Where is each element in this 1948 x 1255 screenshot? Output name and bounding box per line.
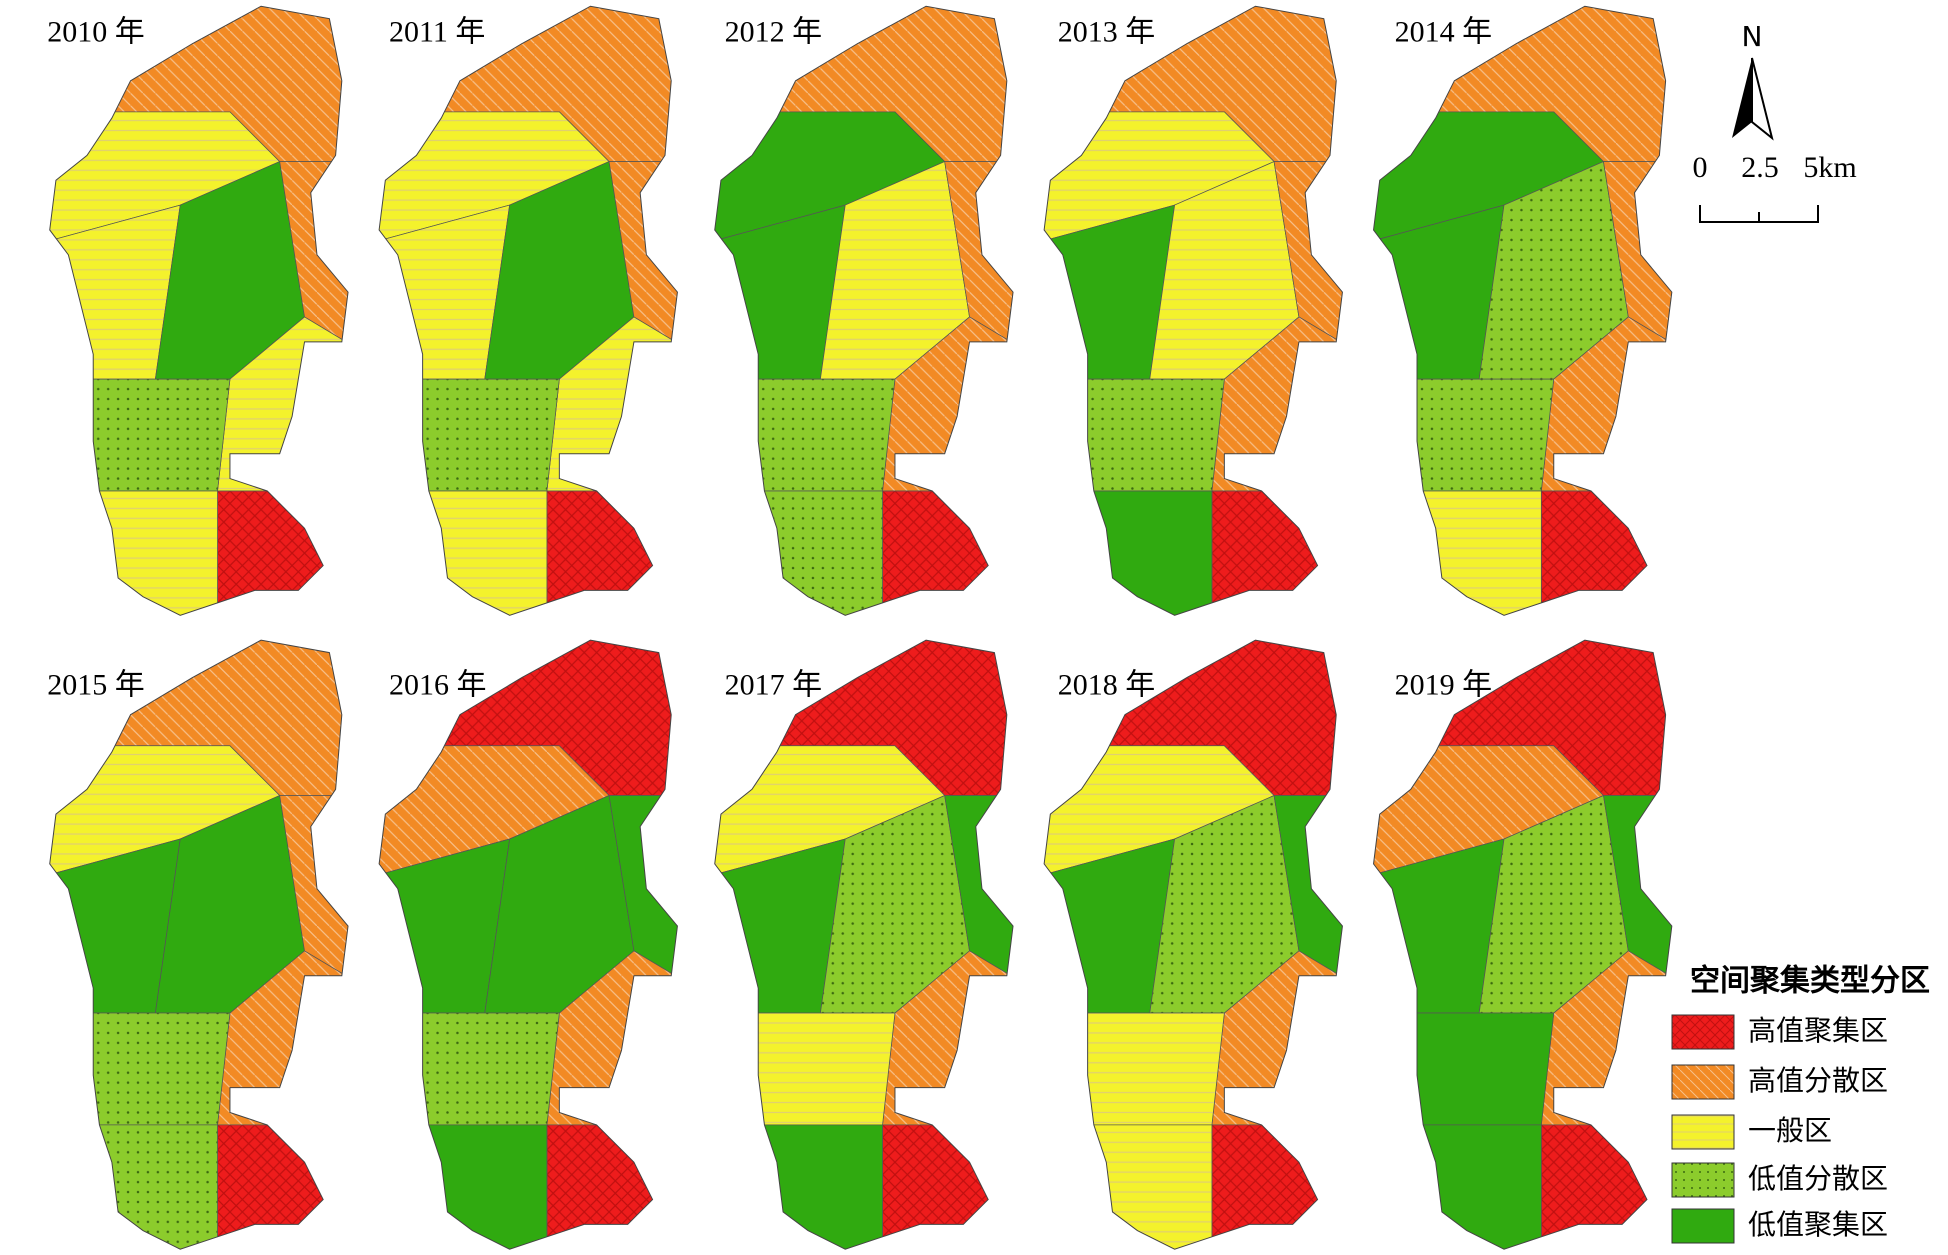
district bbox=[217, 490, 349, 616]
map-outline bbox=[1043, 5, 1343, 616]
map-panel bbox=[49, 5, 349, 616]
scale-label: 2.5 bbox=[1741, 151, 1779, 184]
map-panel bbox=[378, 639, 678, 1250]
district bbox=[49, 490, 218, 616]
districts bbox=[1044, 640, 1343, 1250]
district bbox=[1044, 490, 1213, 616]
district bbox=[714, 1124, 883, 1250]
legend-label: 一般区 bbox=[1748, 1114, 1832, 1147]
year-label: 2014 年 bbox=[1395, 16, 1493, 49]
map-outline bbox=[1372, 5, 1673, 616]
district bbox=[882, 490, 1014, 616]
legend-label: 高值分散区 bbox=[1748, 1064, 1888, 1097]
legend-swatch bbox=[1671, 1114, 1735, 1150]
districts bbox=[49, 640, 349, 1250]
year-label: 2011 年 bbox=[389, 16, 485, 49]
district bbox=[49, 1012, 231, 1126]
district bbox=[379, 1012, 560, 1126]
map-outline bbox=[1043, 639, 1343, 1250]
districts bbox=[379, 6, 678, 616]
district bbox=[379, 378, 560, 492]
map-grid bbox=[49, 5, 1673, 1250]
map-outline bbox=[714, 639, 1014, 1250]
scale-label: 5km bbox=[1803, 151, 1856, 184]
districts bbox=[379, 640, 678, 1250]
legend-swatch bbox=[1671, 1208, 1735, 1244]
year-label: 2013 年 bbox=[1058, 16, 1156, 49]
scale-bar: 0 2.5 5km bbox=[1693, 151, 1857, 223]
year-label: 2016 年 bbox=[389, 668, 487, 701]
map-outline bbox=[49, 639, 349, 1250]
legend-swatch bbox=[1671, 1162, 1735, 1198]
map-panel bbox=[1043, 639, 1343, 1250]
legend-label: 低值分散区 bbox=[1748, 1162, 1888, 1195]
year-label: 2019 年 bbox=[1395, 668, 1493, 701]
district bbox=[714, 378, 896, 492]
district bbox=[1044, 1124, 1213, 1250]
map-panel bbox=[1043, 5, 1343, 616]
district bbox=[379, 490, 548, 616]
map-outline bbox=[714, 5, 1014, 616]
district bbox=[1540, 1124, 1672, 1250]
district bbox=[1044, 1012, 1225, 1126]
map-outline bbox=[378, 639, 678, 1250]
legend-swatch bbox=[1671, 1064, 1735, 1100]
year-label: 2012 年 bbox=[725, 16, 823, 49]
district bbox=[714, 490, 883, 616]
district bbox=[1211, 1124, 1343, 1250]
district bbox=[1211, 490, 1343, 616]
map-panel bbox=[49, 639, 349, 1250]
year-label: 2015 年 bbox=[47, 668, 145, 701]
district bbox=[49, 378, 231, 492]
map-outline bbox=[378, 5, 678, 616]
map-panel bbox=[714, 5, 1014, 616]
map-panel bbox=[714, 639, 1014, 1250]
districts bbox=[49, 6, 349, 616]
map-outline bbox=[49, 5, 349, 616]
year-label: 2010 年 bbox=[47, 16, 145, 49]
legend-label: 高值聚集区 bbox=[1748, 1014, 1888, 1047]
district bbox=[1540, 490, 1672, 616]
scale-label: 0 bbox=[1693, 151, 1708, 184]
year-label: 2017 年 bbox=[725, 668, 823, 701]
district bbox=[217, 1124, 349, 1250]
year-label: 2018 年 bbox=[1058, 668, 1156, 701]
district bbox=[49, 1124, 218, 1250]
district bbox=[546, 1124, 678, 1250]
districts bbox=[1044, 6, 1343, 616]
districts bbox=[714, 640, 1014, 1250]
district bbox=[1373, 1012, 1555, 1126]
district bbox=[1373, 378, 1555, 492]
district bbox=[546, 490, 678, 616]
district bbox=[1044, 378, 1225, 492]
districts bbox=[1373, 6, 1672, 616]
district bbox=[1373, 490, 1542, 616]
north-label: N bbox=[1742, 20, 1763, 53]
district bbox=[1373, 1124, 1542, 1250]
north-arrow: N bbox=[1732, 20, 1774, 141]
map-panel bbox=[378, 5, 678, 616]
districts bbox=[1373, 640, 1672, 1250]
map-panel bbox=[1372, 639, 1673, 1250]
districts bbox=[714, 6, 1014, 616]
map-panel bbox=[1372, 5, 1673, 616]
legend-title: 空间聚集类型分区 bbox=[1690, 964, 1930, 999]
district bbox=[882, 1124, 1014, 1250]
map-outline bbox=[1372, 639, 1673, 1250]
legend-label: 低值聚集区 bbox=[1748, 1208, 1888, 1241]
district bbox=[379, 1124, 548, 1250]
district bbox=[714, 1012, 896, 1126]
legend-swatch bbox=[1671, 1014, 1735, 1050]
